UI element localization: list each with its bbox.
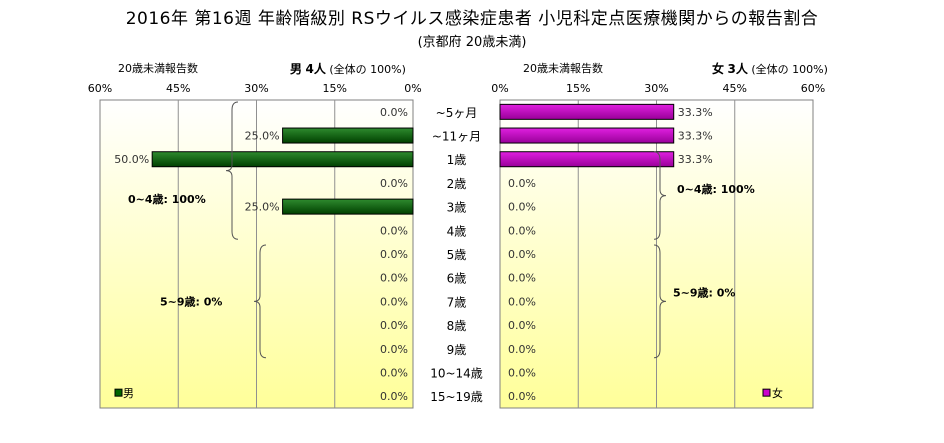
category-label: 6歳 <box>447 272 467 286</box>
male-bar <box>282 127 414 144</box>
female-data-label: 0.0% <box>508 295 536 308</box>
female-bar <box>499 103 675 120</box>
female-sex-label: 女 <box>712 62 725 76</box>
female-bar <box>499 151 675 168</box>
male-data-label: 0.0% <box>380 224 408 237</box>
male-data-label: 0.0% <box>380 319 408 332</box>
female-legend-label: 女 <box>772 386 783 400</box>
male-data-label: 0.0% <box>380 248 408 261</box>
female-x-tick-label: 30% <box>644 82 668 95</box>
male-annotation: 5~9歳: 0% <box>160 294 222 308</box>
male-header: 男 4人 (全体の 100%) <box>290 60 406 77</box>
chart-title: 2016年 第16週 年齢階級別 RSウイルス感染症患者 小児科定点医療機関から… <box>125 9 819 29</box>
category-label: 5歳 <box>447 248 467 262</box>
male-age-bracket <box>253 244 267 359</box>
male-x-tick-label: 45% <box>166 82 190 95</box>
female-age-bracket <box>653 151 667 240</box>
female-x-tick-label: 15% <box>566 82 590 95</box>
female-x-tick-label: 0% <box>491 82 508 95</box>
male-data-label: 25.0% <box>245 130 280 143</box>
female-report-count-label: 20歳未満報告数 <box>523 62 603 75</box>
category-label: 8歳 <box>447 319 467 333</box>
male-age-bracket <box>225 101 239 240</box>
male-bar <box>282 198 414 215</box>
male-legend-label: 男 <box>123 387 134 400</box>
female-data-label: 0.0% <box>508 224 536 237</box>
male-data-label: 0.0% <box>380 295 408 308</box>
female-data-label: 0.0% <box>508 201 536 214</box>
female-annotation: 5~9歳: 0% <box>673 285 735 299</box>
male-legend-swatch <box>114 388 123 397</box>
chart-subtitle: (京都府 20歳未満) <box>417 35 527 50</box>
female-x-tick-label: 60% <box>801 82 825 95</box>
male-x-tick-label: 60% <box>88 82 112 95</box>
category-label: 1歳 <box>447 153 467 167</box>
category-label: ~5ヶ月 <box>436 106 478 120</box>
male-data-label: 0.0% <box>380 366 408 379</box>
male-data-label: 50.0% <box>114 153 149 166</box>
male-sex-label: 男 <box>290 62 303 76</box>
female-annotation: 0~4歳: 100% <box>677 182 755 196</box>
category-label: 9歳 <box>447 343 467 357</box>
female-data-label: 0.0% <box>508 343 536 356</box>
female-share-note: (全体の 100%) <box>751 63 828 76</box>
male-bar <box>151 151 414 168</box>
female-data-label: 0.0% <box>508 366 536 379</box>
male-data-label: 0.0% <box>380 177 408 190</box>
category-label: ~11ヶ月 <box>432 130 481 144</box>
female-data-label: 0.0% <box>508 177 536 190</box>
male-x-tick-label: 30% <box>244 82 268 95</box>
category-label: 15~19歳 <box>430 390 483 404</box>
female-x-tick-label: 45% <box>723 82 747 95</box>
female-data-label: 0.0% <box>508 272 536 285</box>
category-label: 2歳 <box>447 177 467 191</box>
male-report-count-label: 20歳未満報告数 <box>118 62 198 75</box>
female-data-label: 33.3% <box>678 106 713 119</box>
male-data-label: 25.0% <box>245 201 280 214</box>
male-share-note: (全体の 100%) <box>329 63 406 76</box>
female-count: 3人 <box>727 62 748 76</box>
male-count: 4人 <box>305 62 326 76</box>
female-age-bracket <box>653 244 667 359</box>
female-data-label: 0.0% <box>508 319 536 332</box>
female-header: 女 3人 (全体の 100%) <box>712 60 828 77</box>
male-data-label: 0.0% <box>380 390 408 403</box>
female-legend-swatch <box>762 388 771 397</box>
male-data-label: 0.0% <box>380 106 408 119</box>
female-data-label: 33.3% <box>678 153 713 166</box>
category-label: 3歳 <box>447 201 467 215</box>
category-label: 7歳 <box>447 295 467 309</box>
female-data-label: 33.3% <box>678 130 713 143</box>
category-label: 10~14歳 <box>430 366 483 380</box>
male-x-tick-label: 15% <box>323 82 347 95</box>
female-data-label: 0.0% <box>508 390 536 403</box>
male-annotation: 0~4歳: 100% <box>128 192 206 206</box>
category-label: 4歳 <box>447 224 467 238</box>
male-x-tick-label: 0% <box>404 82 421 95</box>
male-data-label: 0.0% <box>380 272 408 285</box>
female-bar <box>499 127 675 144</box>
male-data-label: 0.0% <box>380 343 408 356</box>
female-data-label: 0.0% <box>508 248 536 261</box>
